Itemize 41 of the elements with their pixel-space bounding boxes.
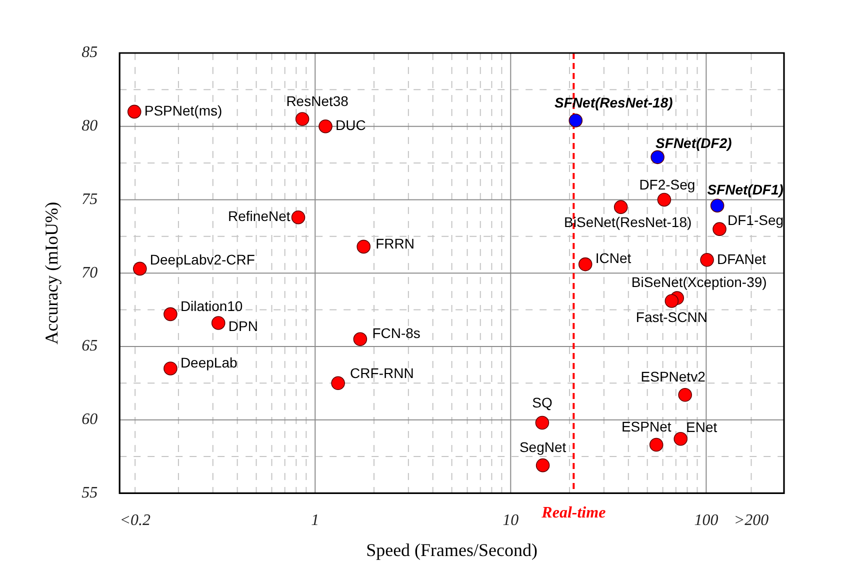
x-axis-title: Speed (Frames/Second): [366, 540, 538, 560]
annotation: Fast-SCNN: [636, 308, 708, 325]
annotation: SFNet(DF1): [707, 181, 784, 198]
annotation: FRRN: [376, 236, 415, 252]
annotation: Dilation10: [180, 298, 243, 314]
annotation: ESPNetv2: [640, 368, 706, 385]
x-tick-label: <0.2: [120, 512, 150, 530]
annotation: DeepLab: [180, 354, 238, 370]
y-tick-label: 70: [82, 264, 98, 282]
x-tick-label: >200: [734, 512, 769, 530]
annotation: BiSeNet(ResNet-18): [564, 214, 692, 230]
annotation: FCN-8s: [372, 324, 420, 341]
x-tick-label: 100: [694, 512, 718, 530]
y-tick-label: 60: [82, 411, 98, 428]
annotation: CRF-RNN: [350, 365, 414, 382]
annotation: PSPNet(ms): [144, 102, 222, 119]
y-tick-label: 65: [82, 338, 98, 355]
annotation: DPN: [228, 318, 258, 334]
y-tick-label: 85: [82, 44, 98, 62]
y-axis-title: Accuracy (mIoU%): [42, 202, 62, 344]
annotation: SegNet: [519, 439, 566, 456]
annotation: SFNet(DF2): [656, 135, 732, 152]
annotation: DF1-Seg: [728, 212, 784, 228]
x-tick-label: 1: [311, 512, 320, 530]
annotation: RefineNet: [228, 208, 290, 224]
annotation: ENet: [686, 418, 718, 435]
annotation: ResNet38: [286, 92, 349, 109]
x-tick-label: 10: [502, 512, 519, 530]
y-tick-label: 80: [82, 118, 98, 135]
annotation: BiSeNet(Xception-39): [631, 274, 767, 290]
annotation: ESPNet: [621, 418, 672, 435]
ref-line-label: Real-time: [540, 504, 606, 522]
y-tick-label: 55: [82, 484, 98, 502]
y-tick-label: 75: [82, 190, 98, 208]
annotation: DF2-Seg: [639, 176, 696, 193]
annotation: DUC: [336, 117, 366, 134]
annotation: DeepLabv2-CRF: [150, 252, 255, 268]
annotation: DFANet: [717, 250, 766, 267]
annotation: SQ: [532, 394, 552, 411]
annotation: ICNet: [595, 250, 632, 266]
annotation: SFNet(ResNet-18): [554, 94, 674, 110]
